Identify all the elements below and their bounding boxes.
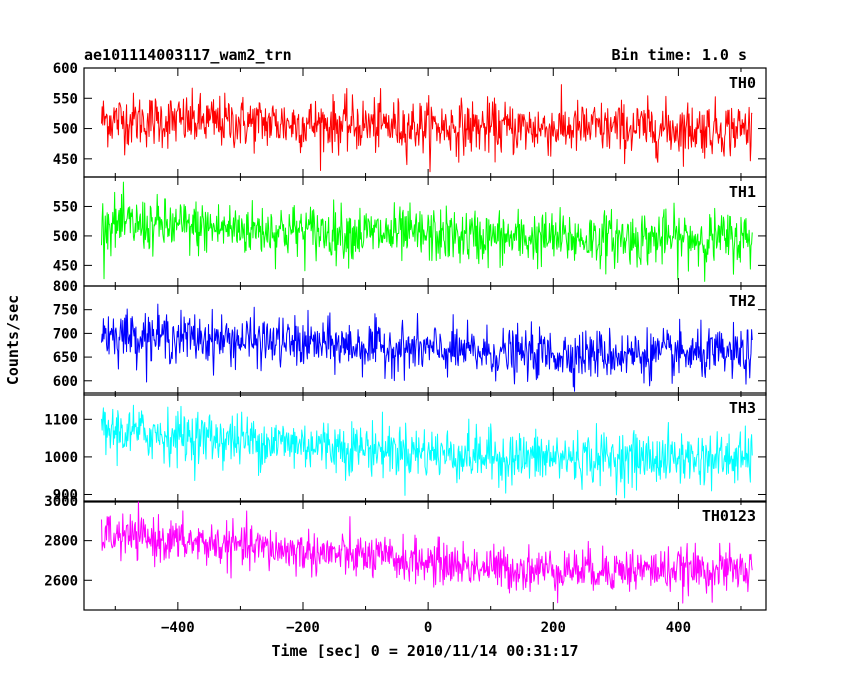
panel-label-th0: TH0 — [729, 74, 756, 92]
y-tick-label: 900 — [53, 487, 78, 503]
panel-label-th3: TH3 — [729, 399, 756, 417]
panel-frame-th0123 — [83, 500, 767, 611]
y-tick-label: 600 — [53, 61, 78, 77]
x-tick-label: −400 — [161, 620, 195, 636]
y-tick-label: 2800 — [44, 534, 78, 550]
series-line-th2 — [101, 303, 753, 392]
y-tick-label: 3000 — [44, 494, 78, 510]
x-tick-label: −200 — [286, 620, 320, 636]
y-tick-label: 500 — [53, 122, 78, 138]
y-tick-label: 500 — [53, 229, 78, 245]
chart-title-left: ae101114003117_wam2_trn — [84, 46, 292, 64]
panel-frame-th2 — [83, 285, 767, 396]
x-axis-label: Time [sec] 0 = 2010/11/14 00:31:17 — [271, 642, 578, 660]
x-tick-label: 0 — [424, 620, 432, 636]
series-line-th0 — [101, 84, 753, 173]
y-tick-label: 1000 — [44, 450, 78, 466]
panel-frame-th3 — [83, 392, 767, 503]
x-tick-label: 400 — [666, 620, 691, 636]
chart-title-right: Bin time: 1.0 s — [612, 46, 747, 64]
y-tick-label: 450 — [53, 258, 78, 274]
y-tick-label: 450 — [53, 152, 78, 168]
panel-label-th2: TH2 — [729, 292, 756, 310]
y-tick-label: 1100 — [44, 412, 78, 428]
panel-label-th1: TH1 — [729, 183, 756, 201]
series-line-th1 — [101, 181, 753, 282]
y-tick-label: 750 — [53, 303, 78, 319]
series-line-th0123 — [101, 501, 753, 604]
y-tick-label: 550 — [53, 199, 78, 215]
y-tick-label: 2600 — [44, 573, 78, 589]
series-line-th3 — [101, 404, 753, 499]
x-tick-label: 200 — [541, 620, 566, 636]
y-tick-label: 600 — [53, 374, 78, 390]
y-tick-label: 650 — [53, 350, 78, 366]
y-axis-label: Counts/sec — [4, 295, 22, 385]
y-tick-label: 700 — [53, 326, 78, 342]
y-tick-label: 550 — [53, 91, 78, 107]
panels-group: TH0 450 500 550 600 TH1 450 500 550 TH2 600 650 700 7… — [44, 61, 767, 636]
panel-label-th0123: TH0123 — [702, 507, 756, 525]
y-tick-label: 800 — [53, 279, 78, 295]
